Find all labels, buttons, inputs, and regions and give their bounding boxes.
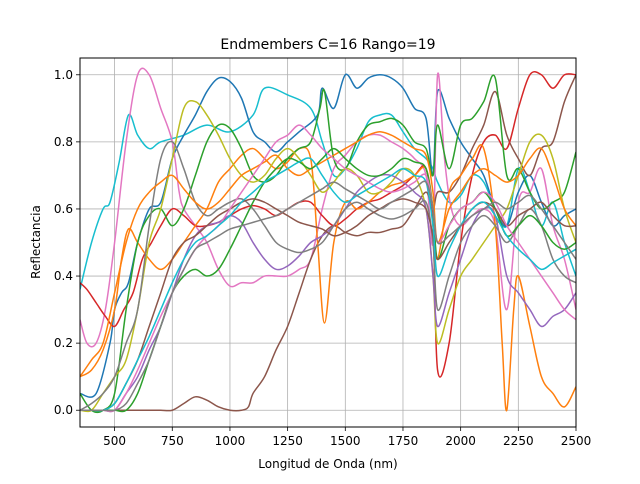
y-tick-label: 0.2 <box>54 336 73 350</box>
plot-frame <box>79 57 577 428</box>
y-tick-label: 0.6 <box>54 202 73 216</box>
series-line-7 <box>80 74 576 414</box>
chart-title: Endmembers C=16 Rango=19 <box>220 37 435 53</box>
y-tick-label: 1.0 <box>54 68 73 82</box>
y-tick-label: 0.0 <box>54 403 73 417</box>
series-line-4 <box>80 74 576 412</box>
x-tick-label: 1250 <box>272 434 303 448</box>
x-tick-label: 1750 <box>388 434 419 448</box>
series-line-10 <box>80 140 576 411</box>
series-line-13 <box>80 198 576 412</box>
series-layer <box>80 67 576 414</box>
x-tick-label: 2000 <box>445 434 476 448</box>
y-tick-label: 0.4 <box>54 269 73 283</box>
y-axis-label: Reflectancia <box>29 205 43 279</box>
x-tick-label: 500 <box>103 434 126 448</box>
series-line-2 <box>80 73 576 398</box>
y-tick-label: 0.8 <box>54 135 73 149</box>
series-line-14 <box>80 124 576 413</box>
series-line-16 <box>80 180 576 412</box>
series-line-3 <box>80 67 576 348</box>
x-tick-label: 1000 <box>215 434 246 448</box>
series-line-5 <box>80 70 576 378</box>
x-tick-label: 2250 <box>503 434 534 448</box>
series-line-15 <box>80 157 576 412</box>
x-tick-label: 1500 <box>330 434 361 448</box>
series-line-11 <box>80 131 576 378</box>
series-line-6 <box>80 144 576 412</box>
x-axis-label: Longitud de Onda (nm) <box>258 457 397 471</box>
x-axis-ticks: 500 750 1000 1250 1500 1750 2000 2250 2500 <box>103 427 591 448</box>
y-axis-ticks: 0.0 0.2 0.4 0.6 0.8 1.0 <box>54 68 80 417</box>
x-tick-label: 2500 <box>561 434 592 448</box>
x-tick-label: 750 <box>161 434 184 448</box>
